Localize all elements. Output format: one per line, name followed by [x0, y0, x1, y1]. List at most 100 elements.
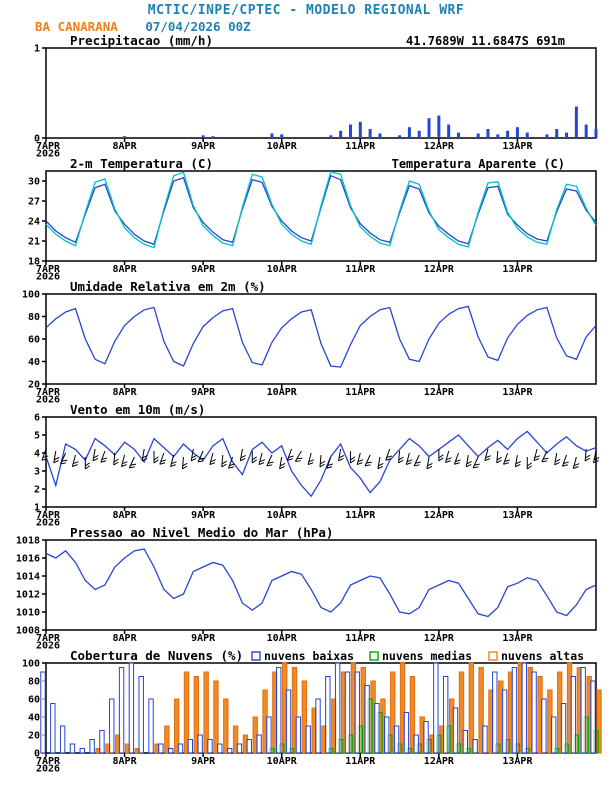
series-precipitation [123, 106, 598, 138]
y-tick-label: 80 [28, 677, 40, 688]
y-tick-label: 60 [28, 695, 40, 706]
bar [197, 734, 203, 754]
y-tick-label: 1010 [16, 608, 40, 619]
panel-temperature-2m: 2-m Temperatura (C) Temperatura Aparente … [0, 157, 612, 280]
bar [89, 739, 95, 754]
x-tick-label: 11APR [345, 141, 376, 152]
bar [417, 130, 421, 138]
panel-cloud-cover: Cobertura de Nuvens (%) nuvens baixas nuve… [0, 649, 612, 772]
barb-tick [199, 457, 205, 460]
x-axis-year-label: 2026 [36, 518, 60, 527]
panel-title-cloud-cover: Cobertura de Nuvens (%) [70, 649, 243, 663]
barb-staff [294, 450, 302, 462]
x-tick-label: 13APR [502, 264, 533, 275]
y-tick-label: 0 [34, 749, 40, 760]
series-mean-sea-level-pressure [45, 548, 597, 618]
barb-tick [42, 455, 49, 458]
bar [478, 667, 484, 754]
bar [368, 129, 372, 138]
y-tick-label: 20 [28, 380, 40, 391]
x-tick-label: 8APR [113, 756, 138, 767]
barb-staff [159, 452, 165, 465]
barb-tick [191, 457, 197, 462]
barb-staff [266, 454, 273, 467]
chart-temperature-2m: 2-m Temperatura (C) Temperatura Aparente … [28, 157, 597, 280]
legend-swatch-2 [488, 651, 498, 661]
bar [409, 676, 416, 754]
bar [109, 698, 115, 754]
barb-tick [350, 459, 356, 464]
bar [325, 676, 331, 754]
barb-tick [92, 457, 99, 462]
bar [531, 671, 537, 754]
barb-tick [585, 454, 591, 459]
x-tick-label: 13APR [502, 141, 533, 152]
x-tick-label: 9APR [191, 510, 216, 521]
barb-tick [562, 464, 568, 467]
x-axis-year-label: 2026 [36, 641, 60, 650]
barb-tick [141, 457, 148, 462]
barb-tick [101, 457, 108, 460]
barb-tick [496, 459, 502, 464]
barb-tick [484, 458, 491, 462]
bar [217, 743, 223, 754]
barb-tick [267, 461, 274, 464]
barb-staff [572, 456, 577, 469]
bar [596, 689, 602, 754]
barb-tick [319, 463, 325, 468]
bar [236, 743, 243, 754]
barb-tick [287, 458, 293, 461]
barb-tick [357, 459, 364, 463]
bar [99, 730, 105, 754]
barb-staff [120, 454, 126, 467]
barb-staff [221, 454, 224, 467]
barb-tick [426, 465, 433, 470]
x-tick-label: 11APR [345, 756, 376, 767]
barb-staff [364, 454, 371, 467]
bar [486, 129, 490, 138]
bar [329, 135, 333, 138]
barb-staff [170, 454, 175, 467]
bar [555, 129, 559, 138]
barb-tick [438, 454, 444, 459]
x-tick-label: 12APR [424, 510, 455, 521]
barb-tick [454, 462, 460, 465]
bar [584, 124, 588, 138]
barb-tick [338, 454, 345, 459]
legend-swatch-1 [369, 651, 379, 661]
barb-staff [181, 456, 184, 469]
barb-staff [258, 452, 263, 465]
barb-staff [239, 448, 243, 461]
page-title: MCTIC/INPE/CPTEC - MODELO REGIONAL WRF [147, 3, 465, 18]
bar [462, 730, 469, 754]
x-tick-label: 9APR [191, 756, 216, 767]
bar [276, 667, 282, 754]
barb-tick [182, 465, 188, 470]
barb-tick [60, 462, 67, 465]
x-tick-label: 11APR [345, 510, 376, 521]
x-tick-label: 13APR [502, 510, 533, 521]
y-tick-label: 1018 [16, 536, 40, 547]
x-tick-label: 10APR [267, 387, 298, 398]
barb-tick [170, 464, 176, 468]
y-tick-label: 40 [28, 357, 40, 368]
barb-tick [171, 461, 177, 465]
x-tick-label: 7APR [36, 141, 61, 152]
barb-staff [472, 456, 479, 469]
barb-staff [141, 448, 145, 461]
barb-tick [197, 460, 204, 463]
bar [40, 671, 46, 754]
x-tick-label: 12APR [424, 756, 455, 767]
barb-tick [93, 454, 99, 459]
bar [177, 743, 184, 754]
barb-tick [160, 459, 167, 462]
barb-tick [228, 466, 234, 469]
bar [285, 689, 292, 754]
chart-mslp: Pressao ao Nivel Medio do Mar (hPa) 1008 1… [16, 526, 597, 650]
bar [378, 133, 382, 138]
barb-tick [142, 454, 148, 459]
bar [570, 676, 577, 754]
barb-tick [554, 458, 561, 463]
barb-staff [209, 452, 214, 465]
